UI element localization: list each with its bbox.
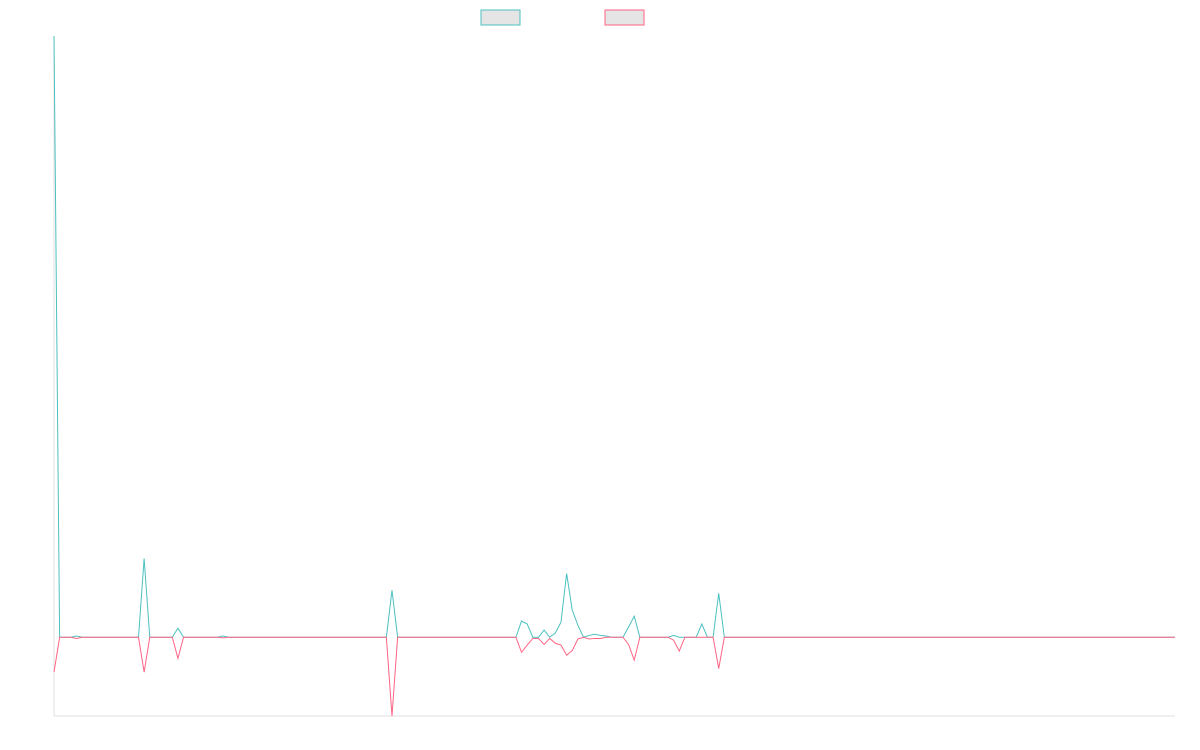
series-lines <box>53 35 1175 717</box>
legend-swatch-1[interactable] <box>604 9 645 26</box>
series-line-0 <box>53 35 1175 638</box>
legend <box>480 9 645 26</box>
legend-swatch-0[interactable] <box>480 9 521 26</box>
series-line-1 <box>53 636 1175 717</box>
